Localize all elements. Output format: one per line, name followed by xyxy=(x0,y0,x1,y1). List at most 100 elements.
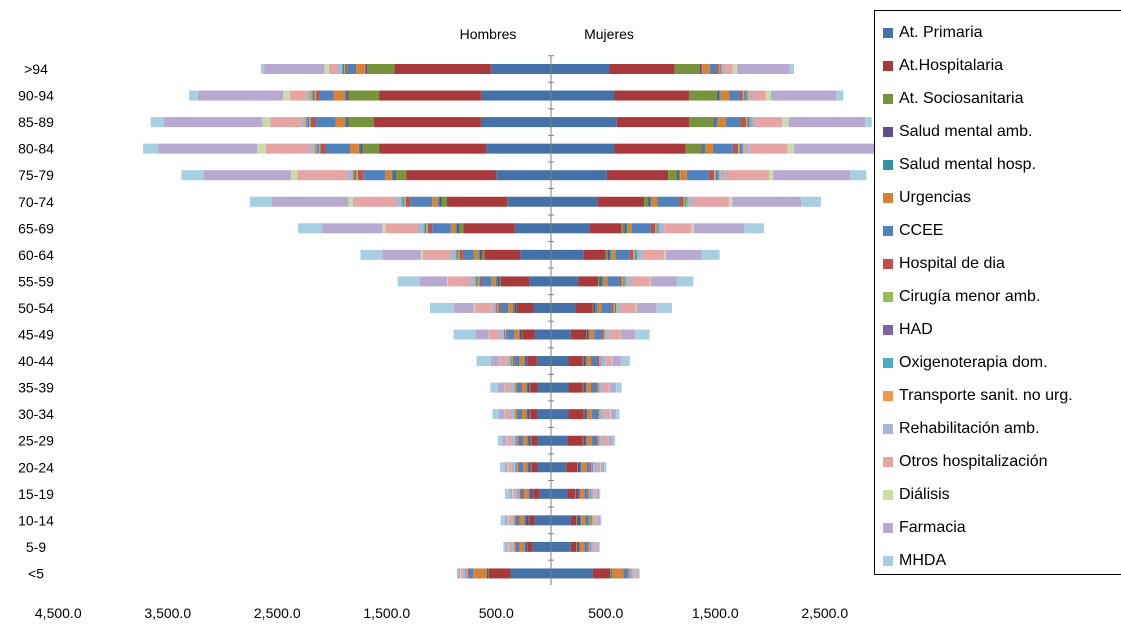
bar-women xyxy=(749,143,788,154)
bar-women xyxy=(705,143,714,154)
bar-men xyxy=(528,541,533,552)
bar-women xyxy=(592,462,594,473)
legend-swatch xyxy=(883,555,893,566)
bar-men xyxy=(497,382,505,393)
bar-men xyxy=(307,117,310,128)
legend-label: At.Hospitalaria xyxy=(899,56,1004,74)
bar-women xyxy=(611,302,614,313)
bar-men xyxy=(325,143,351,154)
bar-men xyxy=(530,435,532,446)
bar-men xyxy=(500,462,505,473)
bar-men xyxy=(510,568,551,579)
bar-men xyxy=(456,568,458,579)
bar-women xyxy=(650,196,652,207)
category-label: 25-29 xyxy=(18,433,54,449)
bar-men xyxy=(203,170,291,181)
bar-men xyxy=(517,302,534,313)
bar-men xyxy=(524,541,526,552)
bar-men xyxy=(524,488,529,499)
bar-women xyxy=(718,64,720,74)
legend-swatch xyxy=(883,324,893,335)
bar-women xyxy=(865,117,872,128)
bar-women xyxy=(597,356,600,367)
bar-men xyxy=(356,64,365,74)
bar-men xyxy=(346,117,349,128)
bar-men xyxy=(488,568,489,579)
bar-women xyxy=(676,276,694,287)
bar-women xyxy=(717,90,720,101)
bar-men xyxy=(519,329,522,340)
bar-men xyxy=(516,462,518,473)
bar-men xyxy=(379,90,481,101)
bar-men xyxy=(348,117,374,128)
category-label: 75-79 xyxy=(18,167,54,183)
legend-item: Salud mental amb. xyxy=(875,115,1121,148)
bar-men xyxy=(537,409,551,420)
bar-women xyxy=(589,515,591,526)
bar-men xyxy=(344,90,347,101)
bar-women xyxy=(836,90,844,101)
x-tick-label: 500.0 xyxy=(479,605,514,621)
bar-men xyxy=(499,276,501,287)
bar-men xyxy=(516,435,518,446)
bar-women xyxy=(597,515,601,526)
bar-men xyxy=(514,329,519,340)
bar-men xyxy=(271,196,349,207)
bar-men xyxy=(500,356,507,367)
bar-women xyxy=(630,568,632,579)
bar-women xyxy=(598,196,645,207)
bar-women xyxy=(629,249,634,260)
bar-women xyxy=(592,435,597,446)
bar-women xyxy=(743,143,745,154)
bar-women xyxy=(739,143,742,154)
bar-women xyxy=(612,356,622,367)
bar-women xyxy=(590,462,593,473)
bar-men xyxy=(367,64,395,74)
bar-men xyxy=(531,435,538,446)
right-group-label: Mujeres xyxy=(584,26,634,42)
bar-women xyxy=(587,541,589,552)
bar-men xyxy=(469,276,475,287)
bar-women xyxy=(702,64,710,74)
bar-men xyxy=(532,541,551,552)
bar-women xyxy=(595,541,597,552)
bar-men xyxy=(518,488,519,499)
bar-women xyxy=(594,515,597,526)
bar-women xyxy=(685,196,687,207)
bar-men xyxy=(527,382,530,393)
bar-men xyxy=(505,409,511,420)
bar-women xyxy=(551,462,567,473)
bar-women xyxy=(726,117,741,128)
bar-men xyxy=(462,249,474,260)
bar-women xyxy=(551,356,569,367)
bar-women xyxy=(610,409,617,420)
bar-women xyxy=(627,568,629,579)
bar-men xyxy=(533,302,551,313)
bar-women xyxy=(599,382,600,393)
bar-women xyxy=(668,170,677,181)
bar-women xyxy=(551,568,593,579)
left-group-label: Hombres xyxy=(460,26,517,42)
bar-women xyxy=(635,568,637,579)
bar-men xyxy=(490,356,500,367)
bar-women xyxy=(691,223,694,234)
bar-men xyxy=(297,170,347,181)
legend: At. Primaria At.Hospitalaria At. Sociosani… xyxy=(874,10,1121,575)
bar-women xyxy=(568,356,583,367)
bar-men xyxy=(481,276,492,287)
bar-men xyxy=(512,541,514,552)
bar-women xyxy=(603,276,608,287)
bar-women xyxy=(551,90,615,101)
bar-women xyxy=(716,64,719,74)
bar-men xyxy=(350,143,359,154)
bar-men xyxy=(418,223,423,234)
bar-women xyxy=(612,435,616,446)
bar-men xyxy=(512,302,515,313)
bar-women xyxy=(578,276,599,287)
bar-women xyxy=(551,329,571,340)
bar-women xyxy=(789,64,795,74)
bar-women xyxy=(744,90,746,101)
bar-women xyxy=(575,488,579,499)
bar-women xyxy=(590,515,592,526)
bar-men xyxy=(529,515,535,526)
